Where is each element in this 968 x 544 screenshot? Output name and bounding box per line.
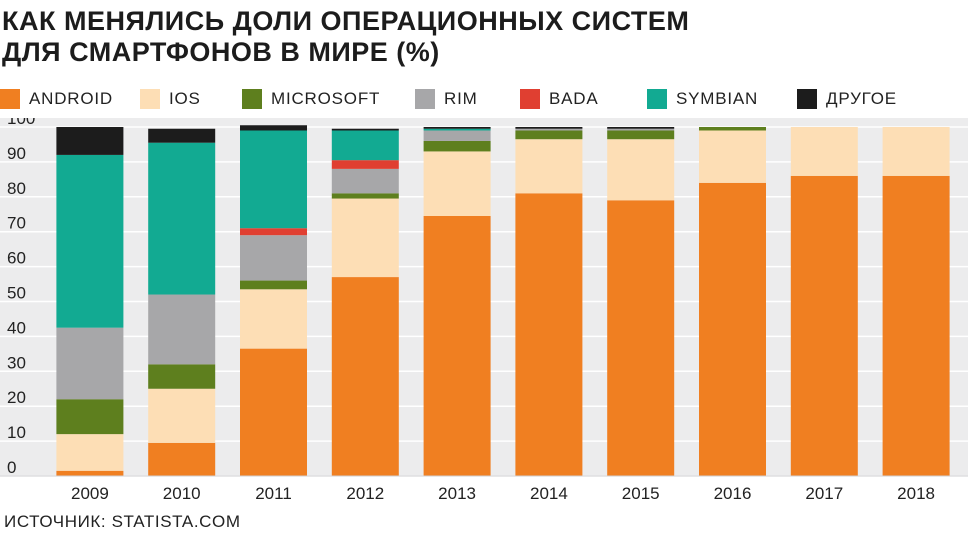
legend-label-rim: RIM <box>444 89 478 108</box>
bar-segment-2009-ios <box>56 434 124 471</box>
x-tick-label-2012: 2012 <box>346 484 384 503</box>
bar-segment-2010-microsoft <box>148 364 216 389</box>
bar-segment-2011-android <box>240 348 307 476</box>
bar-segment-2013-другое <box>423 127 491 129</box>
legend-swatch-other <box>797 89 817 109</box>
y-tick-label-80: 80 <box>7 179 26 198</box>
legend-item-android: ANDROID <box>0 88 113 110</box>
bar-segment-2009-microsoft <box>56 399 124 435</box>
chart-title-line-2: ДЛЯ СМАРТФОНОВ В МИРЕ (%) <box>2 37 440 67</box>
y-tick-label-0: 0 <box>7 458 16 477</box>
legend-label-bada: BADA <box>549 89 599 108</box>
bar-segment-2013-android <box>423 215 491 476</box>
legend-swatch-bada <box>520 89 540 109</box>
bar-segment-2010-ios <box>148 388 216 443</box>
bar-segment-2014-microsoft <box>515 130 583 140</box>
bar-segment-2011-rim <box>240 235 307 281</box>
x-tick-label-2011: 2011 <box>255 484 292 503</box>
x-tick-label-2017: 2017 <box>805 484 843 503</box>
bar-segment-2011-другое <box>240 125 307 131</box>
stacked-bar-chart: 0 10 20 30 40 50 60 70 80 90 100 2009 2010 2011 2012 20… <box>0 118 968 503</box>
bar-segment-2014-ios <box>515 139 583 194</box>
legend-label-android: ANDROID <box>29 89 113 108</box>
bar-segment-2015-microsoft <box>607 130 675 140</box>
y-tick-label-60: 60 <box>7 249 26 268</box>
x-tick-label-2014: 2014 <box>530 484 568 503</box>
x-tick-label-2018: 2018 <box>897 484 935 503</box>
bar-segment-2016-ios <box>699 130 766 183</box>
bar-segment-2010-другое <box>148 128 216 143</box>
x-tick-label-2010: 2010 <box>163 484 201 503</box>
bar-segment-2009-android <box>56 470 124 476</box>
y-tick-label-50: 50 <box>7 284 26 303</box>
legend-item-rim: RIM <box>415 88 478 110</box>
bar-segment-2018-ios <box>882 127 950 176</box>
bar-segment-2012-rim <box>331 168 399 194</box>
bar-segment-2011-symbian <box>240 130 307 229</box>
bar-segment-2012-symbian <box>331 130 399 161</box>
legend-item-symbian: SYMBIAN <box>647 88 758 110</box>
legend-swatch-microsoft <box>242 89 262 109</box>
chart-title: КАК МЕНЯЛИСЬ ДОЛИ ОПЕРАЦИОННЫХ СИСТЕМ ДЛ… <box>2 6 962 68</box>
legend-item-bada: BADA <box>520 88 599 110</box>
bar-segment-2017-ios <box>790 127 858 176</box>
legend-item-other: ДРУГОЕ <box>797 88 897 110</box>
bar-segment-2011-ios <box>240 289 307 349</box>
bar-segment-2012-ios <box>331 198 399 278</box>
bar-segment-2013-ios <box>423 151 491 216</box>
bar-segment-2015-rim <box>607 128 675 131</box>
x-tick-label-2016: 2016 <box>714 484 752 503</box>
y-tick-label-70: 70 <box>7 214 26 233</box>
bar-segment-2012-microsoft <box>331 193 399 199</box>
y-tick-label-100: 100 <box>7 118 35 128</box>
bar-segment-2013-rim <box>423 130 491 141</box>
bar-segment-2014-rim <box>515 128 583 131</box>
x-tick-label-2015: 2015 <box>622 484 660 503</box>
bar-segment-2015-ios <box>607 139 675 201</box>
bar-segment-2013-symbian <box>423 128 491 131</box>
y-tick-label-10: 10 <box>7 423 26 442</box>
legend-swatch-symbian <box>647 89 667 109</box>
x-tick-label-2009: 2009 <box>71 484 109 503</box>
y-tick-label-30: 30 <box>7 353 26 372</box>
bar-segment-2011-bada <box>240 228 307 236</box>
legend-label-ios: IOS <box>169 89 201 108</box>
bar-segment-2011-microsoft <box>240 280 307 290</box>
bar-segment-2012-другое <box>331 128 399 131</box>
legend-label-microsoft: MICROSOFT <box>271 89 381 108</box>
source-note: ИСТОЧНИК: STATISTA.COM <box>4 512 241 531</box>
bar-segment-2010-rim <box>148 294 216 365</box>
chart-legend: ANDROID IOS MICROSOFT RIM BADA SYMBIAN Д… <box>0 84 968 112</box>
bar-segment-2010-symbian <box>148 142 216 295</box>
y-tick-label-90: 90 <box>7 144 26 163</box>
bar-segment-2009-другое <box>56 127 124 155</box>
y-tick-label-40: 40 <box>7 318 26 337</box>
bar-segment-2016-microsoft <box>699 127 766 131</box>
y-tick-label-20: 20 <box>7 388 26 407</box>
legend-item-ios: IOS <box>140 88 201 110</box>
chart-title-line-1: КАК МЕНЯЛИСЬ ДОЛИ ОПЕРАЦИОННЫХ СИСТЕМ <box>2 6 690 36</box>
bar-segment-2016-android <box>699 182 766 476</box>
legend-label-other: ДРУГОЕ <box>826 89 897 108</box>
legend-swatch-android <box>0 89 20 109</box>
legend-item-microsoft: MICROSOFT <box>242 88 380 110</box>
legend-swatch-ios <box>140 89 160 109</box>
bar-segment-2014-другое <box>515 127 583 129</box>
bar-segment-2009-symbian <box>56 154 124 328</box>
bar-segment-2013-microsoft <box>423 140 491 152</box>
bar-segment-2018-android <box>882 175 950 477</box>
legend-label-symbian: SYMBIAN <box>676 89 759 108</box>
bar-segment-2010-android <box>148 442 216 476</box>
bar-segment-2015-другое <box>607 127 675 129</box>
legend-swatch-rim <box>415 89 435 109</box>
bar-segment-2017-android <box>790 175 858 477</box>
bar-segment-2015-android <box>607 200 675 476</box>
bar-segment-2009-rim <box>56 327 124 400</box>
bar-segment-2012-bada <box>331 160 399 169</box>
bar-segment-2012-android <box>331 277 399 476</box>
x-tick-label-2013: 2013 <box>438 484 476 503</box>
bar-segment-2014-android <box>515 193 583 476</box>
